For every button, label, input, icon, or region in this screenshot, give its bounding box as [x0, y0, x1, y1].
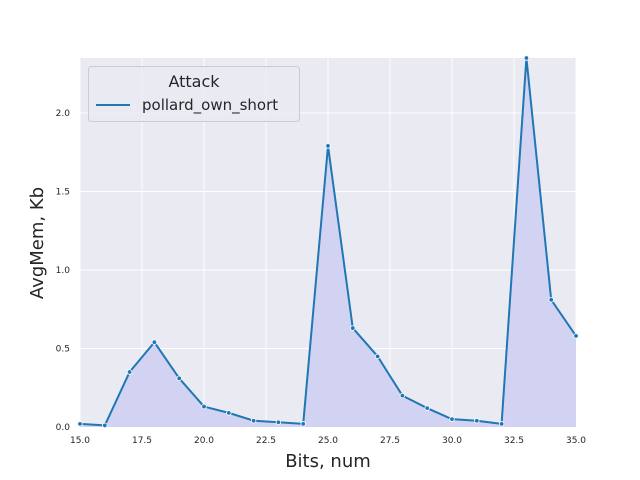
x-axis-title: Bits, num [285, 451, 371, 472]
data-point [300, 421, 306, 427]
area-fill-layer [80, 58, 576, 427]
y-axis-title: AvgMem, Kb [27, 187, 48, 299]
data-point [77, 421, 83, 427]
legend-box [88, 66, 300, 122]
data-point [325, 143, 331, 149]
data-point [350, 325, 356, 331]
data-point [374, 353, 381, 360]
data-point-layer [77, 55, 579, 429]
y-tick-label: 0.0 [56, 423, 71, 433]
x-tick-labels: 15.0 17.5 20.0 22.5 25.0 27.5 30.0 32.5 35.0 [70, 436, 586, 446]
y-tick-label: 0.5 [56, 344, 70, 354]
y-tick-labels: 0.0 0.5 1.0 1.5 2.0 [56, 109, 71, 433]
data-point [151, 339, 158, 345]
y-tick-label: 1.0 [56, 266, 71, 276]
data-point [573, 333, 579, 339]
data-point [523, 55, 530, 61]
data-point [474, 418, 480, 424]
data-point [226, 410, 232, 416]
data-point [201, 403, 207, 410]
data-point [449, 416, 455, 422]
x-tick-label: 35.0 [566, 436, 586, 446]
data-point [399, 392, 406, 399]
x-tick-label: 32.5 [504, 436, 524, 446]
data-point [126, 369, 133, 375]
data-point [498, 421, 505, 427]
legend-title: Attack [168, 72, 220, 91]
data-point [548, 297, 554, 303]
data-point [424, 405, 430, 411]
y-tick-label: 2.0 [56, 109, 71, 119]
x-tick-label: 20.0 [194, 436, 214, 446]
y-tick-label: 1.5 [56, 187, 70, 197]
x-tick-label: 25.0 [318, 436, 338, 446]
data-point [250, 418, 257, 424]
legend: Attack pollard_own_short [88, 66, 300, 122]
x-tick-label: 22.5 [256, 436, 276, 446]
x-tick-label: 15.0 [70, 436, 90, 446]
data-point [176, 375, 182, 382]
x-tick-label: 17.5 [132, 436, 152, 446]
series-area-fill [80, 58, 576, 427]
data-point [275, 419, 282, 425]
legend-series-label: pollard_own_short [142, 96, 278, 115]
x-tick-label: 27.5 [380, 436, 400, 446]
data-point [102, 422, 108, 429]
x-tick-label: 30.0 [442, 436, 462, 446]
